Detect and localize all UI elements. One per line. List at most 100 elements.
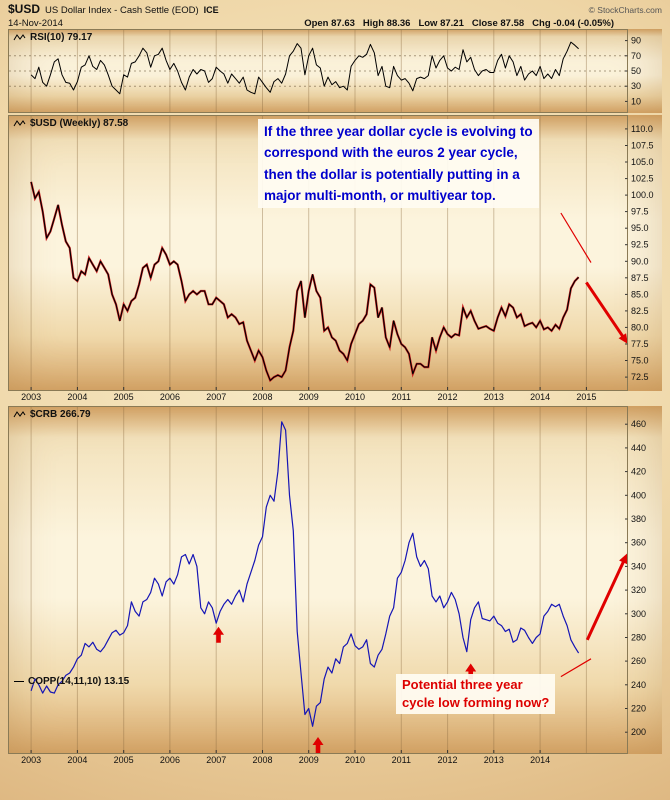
crb-annotation-line: cycle low forming now? — [402, 694, 550, 710]
crb-label-text: $CRB 266.79 — [30, 409, 91, 420]
crb-annotation: Potential three year cycle low forming no… — [396, 674, 556, 714]
y-axis-tick-label: 320 — [631, 585, 646, 595]
y-axis-tick-label: 200 — [631, 727, 646, 737]
quote-high: High 88.36 — [362, 18, 411, 29]
y-axis-tick-label: 300 — [631, 609, 646, 619]
y-axis-tick-label: 92.5 — [631, 240, 649, 250]
x-axis-year-label: 2009 — [298, 392, 319, 402]
quote-open: Open 87.63 — [304, 18, 355, 29]
x-axis-ticks — [30, 750, 541, 753]
quote-change: Chg -0.04 (-0.05%) — [532, 18, 614, 29]
x-axis-year-label: 2014 — [530, 392, 551, 402]
y-axis-tick-label: 10 — [631, 96, 641, 106]
title-group: $USD US Dollar Index - Cash Settle (EOD) I… — [8, 2, 219, 17]
x-axis-year-label: 2010 — [344, 392, 366, 402]
y-axis-tick-label: 380 — [631, 514, 646, 524]
crb-plot-svg: 460 440 420 400 380 360 340 320 300 280 260 240 220 2… — [8, 406, 646, 754]
x-axis-year-label: 2011 — [391, 755, 411, 765]
x-axis-ticks — [30, 387, 587, 390]
y-axis-tick-label: 102.5 — [631, 174, 654, 184]
copyright-text: © StockCharts.com — [588, 5, 662, 15]
usd-trend-arrow — [585, 281, 627, 342]
y-axis-tick-label: 240 — [631, 680, 646, 690]
x-axis-year-label: 2005 — [113, 392, 134, 402]
indicator-line-icon — [13, 120, 26, 127]
x-axis-year-label: 2015 — [576, 392, 597, 402]
exchange-label: ICE — [203, 5, 219, 15]
y-axis-tick-label: 400 — [631, 490, 646, 500]
usd-annotation-line: If the three year dollar cycle is evolvi… — [264, 124, 533, 139]
x-axis-year-label: 2003 — [21, 392, 42, 402]
crb-trend-arrow — [585, 556, 628, 641]
y-axis-tick-label: 107.5 — [631, 141, 654, 151]
x-axis-year-label: 2012 — [437, 392, 458, 402]
y-axis-tick-label: 82.5 — [631, 306, 649, 316]
cycle-low-arrow — [312, 737, 324, 753]
crb-series-label: $CRB 266.79 — [13, 409, 91, 420]
y-axis-tick-label: 87.5 — [631, 273, 649, 283]
chart-title: US Dollar Index - Cash Settle (EOD) — [45, 5, 199, 16]
y-axis-tick-label: 97.5 — [631, 207, 649, 217]
crb-series-line — [30, 421, 580, 727]
usd-pointer-line — [560, 212, 592, 263]
x-axis-year-label: 2004 — [67, 392, 88, 402]
y-axis-tick-label: 50 — [631, 66, 641, 76]
y-axis-tick-label: 100.0 — [631, 190, 654, 200]
rsi-series-line — [30, 41, 579, 95]
y-axis-ticks: 90 70 50 30 10 — [625, 36, 641, 106]
copp-line-icon — [14, 681, 24, 682]
y-axis-tick-label: 220 — [631, 704, 646, 714]
copp-label-text: COPP(14,11,10) 13.15 — [28, 676, 130, 687]
chart-header: $USD US Dollar Index - Cash Settle (EOD) I… — [8, 2, 662, 30]
crb-pointer-line — [560, 658, 592, 678]
y-axis-ticks: 460 440 420 400 380 360 340 320 300 280 260 240 220 2… — [625, 419, 646, 737]
usd-plot-border — [8, 115, 628, 391]
y-axis-tick-label: 85.0 — [631, 289, 649, 299]
x-axis-year-label: 2011 — [391, 392, 411, 402]
x-axis-year-label: 2012 — [437, 755, 458, 765]
indicator-line-icon — [13, 34, 26, 41]
gridlines — [9, 30, 627, 112]
usd-plot-svg: 110.0 107.5 105.0 102.5 100.0 97.5 95.0 92.5 90.… — [8, 115, 654, 391]
x-axis-year-label: 2005 — [113, 755, 134, 765]
y-axis-tick-label: 70 — [631, 51, 641, 61]
y-axis-tick-label: 340 — [631, 561, 646, 571]
y-axis-tick-label: 95.0 — [631, 223, 649, 233]
x-axis-year-label: 2008 — [252, 755, 273, 765]
x-axis-year-label: 2013 — [483, 392, 504, 402]
y-axis-tick-label: 30 — [631, 81, 641, 91]
usd-annotation-line: then the dollar is potentially putting i… — [264, 166, 520, 182]
x-axis-year-label: 2014 — [530, 755, 551, 765]
copp-indicator-label: COPP(14,11,10) 13.15 — [14, 676, 129, 687]
x-axis-year-label: 2009 — [298, 755, 319, 765]
usd-x-axis: 2003 2004 2005 2006 2007 2008 2009 2010 2011 2012… — [8, 391, 662, 406]
x-axis-year-label: 2007 — [206, 755, 227, 765]
y-axis-tick-label: 110.0 — [631, 124, 653, 134]
y-axis-tick-label: 280 — [631, 633, 646, 643]
rsi-panel: 90 70 50 30 10 RSI(10) 79.17 — [8, 29, 662, 113]
cycle-low-arrow — [465, 663, 477, 680]
x-axis-year-label: 2007 — [206, 392, 227, 402]
x-axis-year-label: 2006 — [159, 392, 180, 402]
usd-annotation: If the three year dollar cycle is evolvi… — [258, 119, 539, 209]
y-axis-ticks: 110.0 107.5 105.0 102.5 100.0 97.5 95.0 92.5 90.… — [625, 124, 654, 382]
usd-price-panel: 110.0 107.5 105.0 102.5 100.0 97.5 95.0 92.5 90.… — [8, 115, 662, 391]
quote-close: Close 87.58 — [471, 18, 525, 29]
rsi-indicator-label: RSI(10) 79.17 — [13, 32, 92, 43]
rsi-label-text: RSI(10) 79.17 — [30, 32, 93, 43]
gridlines — [30, 116, 587, 390]
y-axis-tick-label: 260 — [631, 656, 646, 666]
crb-trend-arrowhead — [619, 553, 628, 565]
x-axis-year-label: 2003 — [21, 755, 42, 765]
usd-label-text: $USD (Weekly) 87.58 — [30, 118, 129, 129]
usd-series-shadow — [30, 181, 580, 383]
y-axis-tick-label: 80.0 — [631, 322, 649, 332]
y-axis-tick-label: 75.0 — [631, 356, 649, 366]
y-axis-tick-label: 72.5 — [631, 372, 649, 382]
crb-x-axis: 2003 2004 2005 2006 2007 2008 2009 2010 2011 2012… — [8, 754, 662, 769]
x-axis-year-label: 2008 — [252, 392, 273, 402]
usd-annotation-line: correspond with the euros 2 year cycle, — [264, 145, 518, 161]
y-axis-tick-label: 460 — [631, 419, 646, 429]
usd-series-line — [30, 181, 579, 381]
